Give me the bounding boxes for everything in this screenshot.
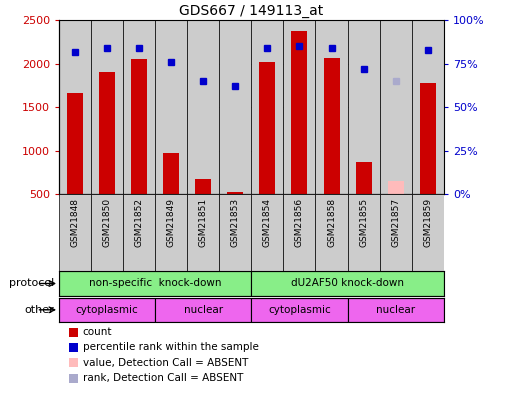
Text: GSM21849: GSM21849 — [167, 198, 176, 247]
Bar — [155, 20, 187, 194]
Bar — [324, 58, 340, 194]
Bar — [155, 194, 187, 271]
Bar — [220, 194, 251, 271]
Text: GSM21853: GSM21853 — [231, 198, 240, 247]
Text: GSM21850: GSM21850 — [103, 198, 112, 247]
Text: protocol: protocol — [9, 279, 54, 288]
Bar — [388, 181, 404, 194]
Bar — [420, 83, 436, 194]
Bar — [291, 31, 307, 194]
Bar — [187, 20, 220, 194]
Bar — [131, 60, 147, 194]
Bar — [59, 194, 91, 271]
Text: rank, Detection Call = ABSENT: rank, Detection Call = ABSENT — [83, 373, 243, 383]
Bar — [380, 20, 411, 194]
Bar — [91, 194, 123, 271]
Title: GDS667 / 149113_at: GDS667 / 149113_at — [179, 4, 324, 18]
Text: GSM21858: GSM21858 — [327, 198, 336, 247]
Bar — [315, 194, 348, 271]
Bar — [348, 20, 380, 194]
Bar — [251, 194, 283, 271]
Bar — [123, 194, 155, 271]
Text: GSM21851: GSM21851 — [199, 198, 208, 247]
Text: non-specific  knock-down: non-specific knock-down — [89, 279, 222, 288]
Bar — [99, 72, 115, 194]
Text: value, Detection Call = ABSENT: value, Detection Call = ABSENT — [83, 358, 248, 368]
Bar — [348, 194, 380, 271]
Bar — [59, 298, 155, 322]
Text: GSM21857: GSM21857 — [391, 198, 400, 247]
Text: GSM21852: GSM21852 — [134, 198, 144, 247]
Bar — [380, 194, 411, 271]
Bar — [67, 92, 83, 194]
Bar — [123, 20, 155, 194]
Bar — [195, 179, 211, 194]
Text: nuclear: nuclear — [376, 305, 415, 315]
Bar — [251, 271, 444, 296]
Text: dU2AF50 knock-down: dU2AF50 knock-down — [291, 279, 404, 288]
Text: GSM21855: GSM21855 — [359, 198, 368, 247]
Bar — [59, 271, 251, 296]
Bar — [187, 194, 220, 271]
Bar — [283, 20, 315, 194]
Bar — [251, 298, 348, 322]
Bar — [356, 162, 371, 194]
Bar — [227, 192, 243, 194]
Bar — [411, 20, 444, 194]
Text: cytoplasmic: cytoplasmic — [268, 305, 331, 315]
Bar — [220, 20, 251, 194]
Text: GSM21856: GSM21856 — [295, 198, 304, 247]
Bar — [260, 62, 275, 194]
Bar — [411, 194, 444, 271]
Text: other: other — [24, 305, 54, 315]
Text: cytoplasmic: cytoplasmic — [76, 305, 139, 315]
Bar — [348, 298, 444, 322]
Bar — [251, 20, 283, 194]
Text: count: count — [83, 327, 112, 337]
Bar — [163, 153, 179, 194]
Bar — [283, 194, 315, 271]
Text: GSM21848: GSM21848 — [70, 198, 80, 247]
Text: GSM21854: GSM21854 — [263, 198, 272, 247]
Text: nuclear: nuclear — [184, 305, 223, 315]
Text: percentile rank within the sample: percentile rank within the sample — [83, 343, 259, 352]
Bar — [315, 20, 348, 194]
Text: GSM21859: GSM21859 — [423, 198, 432, 247]
Bar — [59, 20, 91, 194]
Bar — [155, 298, 251, 322]
Bar — [91, 20, 123, 194]
